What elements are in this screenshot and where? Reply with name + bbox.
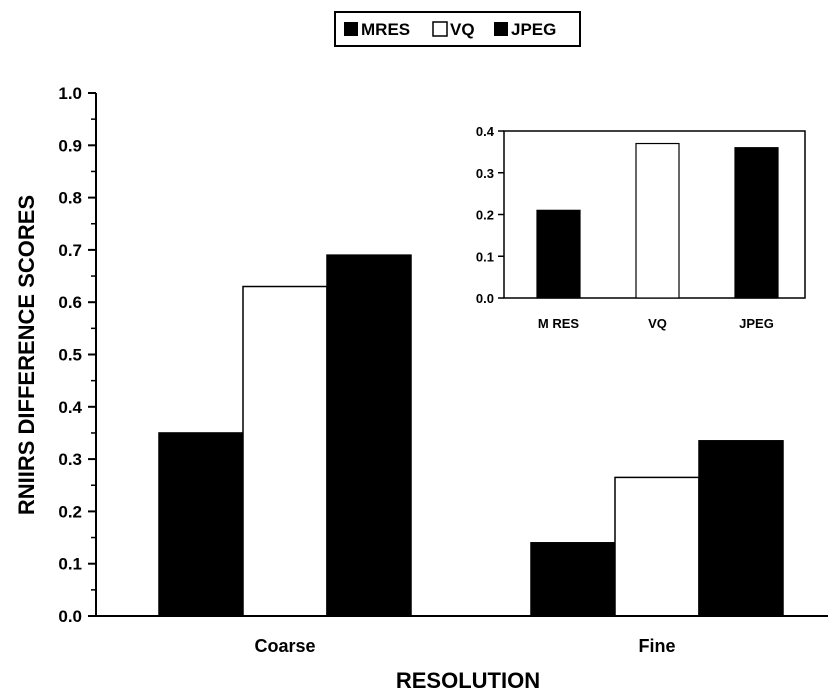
legend-frame xyxy=(334,11,581,47)
inset-y-tick-label: 0.4 xyxy=(476,124,495,139)
inset-bar-jpeg xyxy=(734,147,779,299)
inset-y-ticks: 0.0 0.1 0.2 0.3 0.4 xyxy=(476,124,504,306)
inset-category-label: VQ xyxy=(648,316,667,331)
bar-vq-coarse xyxy=(242,285,328,617)
main-y-tick-label: 0.6 xyxy=(58,293,82,312)
main-y-ticks: 0.0 0.1 0.2 0.3 0.4 0.5 0.6 0.7 0.8 0.9 1.0 xyxy=(58,84,96,626)
y-axis-title: RNIIRS DIFFERENCE SCORES xyxy=(14,195,39,515)
bar-vq-fine xyxy=(614,476,700,617)
inset-category-label: M RES xyxy=(538,316,580,331)
main-y-tick-label: 0.8 xyxy=(58,189,82,208)
inset-x-categories: M RES VQ JPEG xyxy=(538,316,774,331)
inset-bar-mres xyxy=(536,209,581,299)
legend-label-mres: MRES xyxy=(361,20,410,39)
legend-label-jpeg: JPEG xyxy=(511,20,556,39)
main-y-tick-label: 0.0 xyxy=(58,607,82,626)
inset-y-tick-label: 0.2 xyxy=(476,208,494,223)
bar-mres-fine xyxy=(530,542,616,617)
legend-swatch-vq xyxy=(432,21,448,37)
inset-y-tick-label: 0.0 xyxy=(476,291,494,306)
inset-bars xyxy=(536,142,779,299)
x-axis-title: RESOLUTION xyxy=(396,668,540,692)
legend-swatch-mres xyxy=(344,22,358,36)
bar-jpeg-fine xyxy=(698,440,784,617)
x-category-label: Coarse xyxy=(254,636,315,656)
legend: MRES VQ JPEG xyxy=(334,11,581,47)
main-y-tick-label: 1.0 xyxy=(58,84,82,103)
inset-y-tick-label: 0.1 xyxy=(476,249,494,264)
bar-mres-coarse xyxy=(158,432,244,617)
inset-y-tick-label: 0.3 xyxy=(476,166,494,181)
bar-jpeg-coarse xyxy=(326,254,412,617)
main-y-tick-label: 0.4 xyxy=(58,398,82,417)
main-y-tick-label: 0.3 xyxy=(58,450,82,469)
main-y-tick-label: 0.7 xyxy=(58,241,82,260)
main-y-tick-label: 0.5 xyxy=(58,346,82,365)
main-y-tick-label: 0.1 xyxy=(58,555,82,574)
legend-swatch-jpeg xyxy=(494,22,508,36)
x-category-label: Fine xyxy=(638,636,675,656)
inset-chart: 0.0 0.1 0.2 0.3 0.4 M RES VQ JPEG xyxy=(476,124,806,331)
inset-bar-vq xyxy=(635,142,680,299)
legend-label-vq: VQ xyxy=(450,20,475,39)
main-x-categories: Coarse Fine xyxy=(254,636,675,656)
main-y-tick-label: 0.2 xyxy=(58,502,82,521)
main-bars xyxy=(158,254,784,617)
main-y-tick-label: 0.9 xyxy=(58,136,82,155)
inset-category-label: JPEG xyxy=(739,316,774,331)
